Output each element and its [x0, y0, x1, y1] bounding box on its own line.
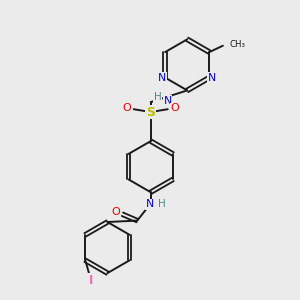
Text: N: N [208, 73, 216, 82]
Text: O: O [170, 103, 179, 113]
Text: H: H [158, 199, 166, 209]
Text: CH₃: CH₃ [230, 40, 246, 49]
Text: H: H [154, 92, 161, 102]
Text: N: N [158, 73, 166, 82]
Text: I: I [89, 274, 93, 287]
Text: O: O [112, 207, 120, 217]
Text: N: N [146, 199, 154, 209]
Text: N: N [164, 95, 172, 106]
Text: O: O [122, 103, 131, 113]
Text: S: S [146, 106, 155, 118]
